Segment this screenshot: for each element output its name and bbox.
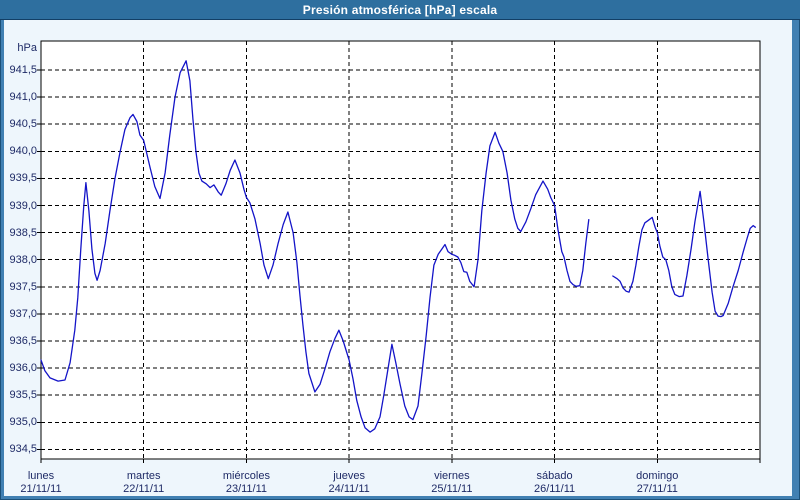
x-day-label: viernes 25/11/11 (410, 470, 494, 496)
day-name: viernes (434, 470, 470, 482)
day-name: lunes (27, 470, 55, 482)
day-name: martes (126, 470, 161, 482)
y-tick-label: 937,5 (9, 280, 37, 293)
pressure-line-segment (612, 190, 756, 318)
day-date: 22/11/11 (123, 483, 165, 495)
x-day-label: sábado 26/11/11 (513, 470, 597, 496)
day-date: 25/11/11 (431, 483, 473, 495)
x-day-label: martes 22/11/11 (102, 470, 186, 496)
y-tick-label: 941,5 (9, 64, 37, 76)
day-date: 26/11/11 (533, 483, 576, 495)
y-tick-label: 936,5 (9, 335, 37, 347)
pressure-chart-plot (37, 40, 761, 463)
y-tick-label: 936,0 (9, 362, 37, 375)
day-name: domingo (636, 470, 679, 482)
y-tick-label: 938,0 (9, 253, 37, 266)
y-tick-label: 938,5 (9, 226, 37, 239)
day-date: 23/11/11 (225, 483, 268, 495)
x-day-label: miércoles 23/11/11 (204, 470, 288, 496)
x-day-label: domingo 27/11/11 (615, 470, 699, 496)
title-bar: Presión atmosférica [hPa] escala (0, 0, 800, 20)
y-tick-label: 937,0 (9, 307, 37, 320)
y-tick-label: 939,0 (9, 199, 37, 212)
x-day-label: jueves 24/11/11 (307, 470, 391, 496)
x-day-label: lunes 21/11/11 (0, 470, 83, 496)
day-name: miércoles (222, 470, 270, 482)
plot-background (41, 41, 760, 459)
y-tick-label: 941,0 (9, 91, 37, 104)
day-date: 27/11/11 (636, 483, 678, 495)
day-date: 21/11/11 (20, 483, 62, 495)
pressure-line-segment (40, 60, 590, 433)
day-name: jueves (333, 470, 366, 482)
y-axis-unit-label: hPa (17, 42, 37, 54)
y-tick-label: 935,0 (9, 416, 37, 429)
y-tick-label: 935,5 (9, 389, 37, 402)
day-date: 24/11/11 (328, 483, 370, 495)
plot-border (40, 40, 761, 460)
day-name: sábado (536, 470, 573, 482)
chart-area: hPa 941,5 941,0 940,5 940,0 939,5 939,0 938,5 9… (4, 20, 792, 496)
y-tick-label: 940,5 (9, 118, 37, 131)
chart-title: Presión atmosférica [hPa] escala (302, 2, 498, 17)
y-tick-label: 940,0 (9, 145, 37, 158)
y-tick-label: 939,5 (9, 172, 37, 185)
y-tick-label: 934,5 (9, 443, 37, 456)
